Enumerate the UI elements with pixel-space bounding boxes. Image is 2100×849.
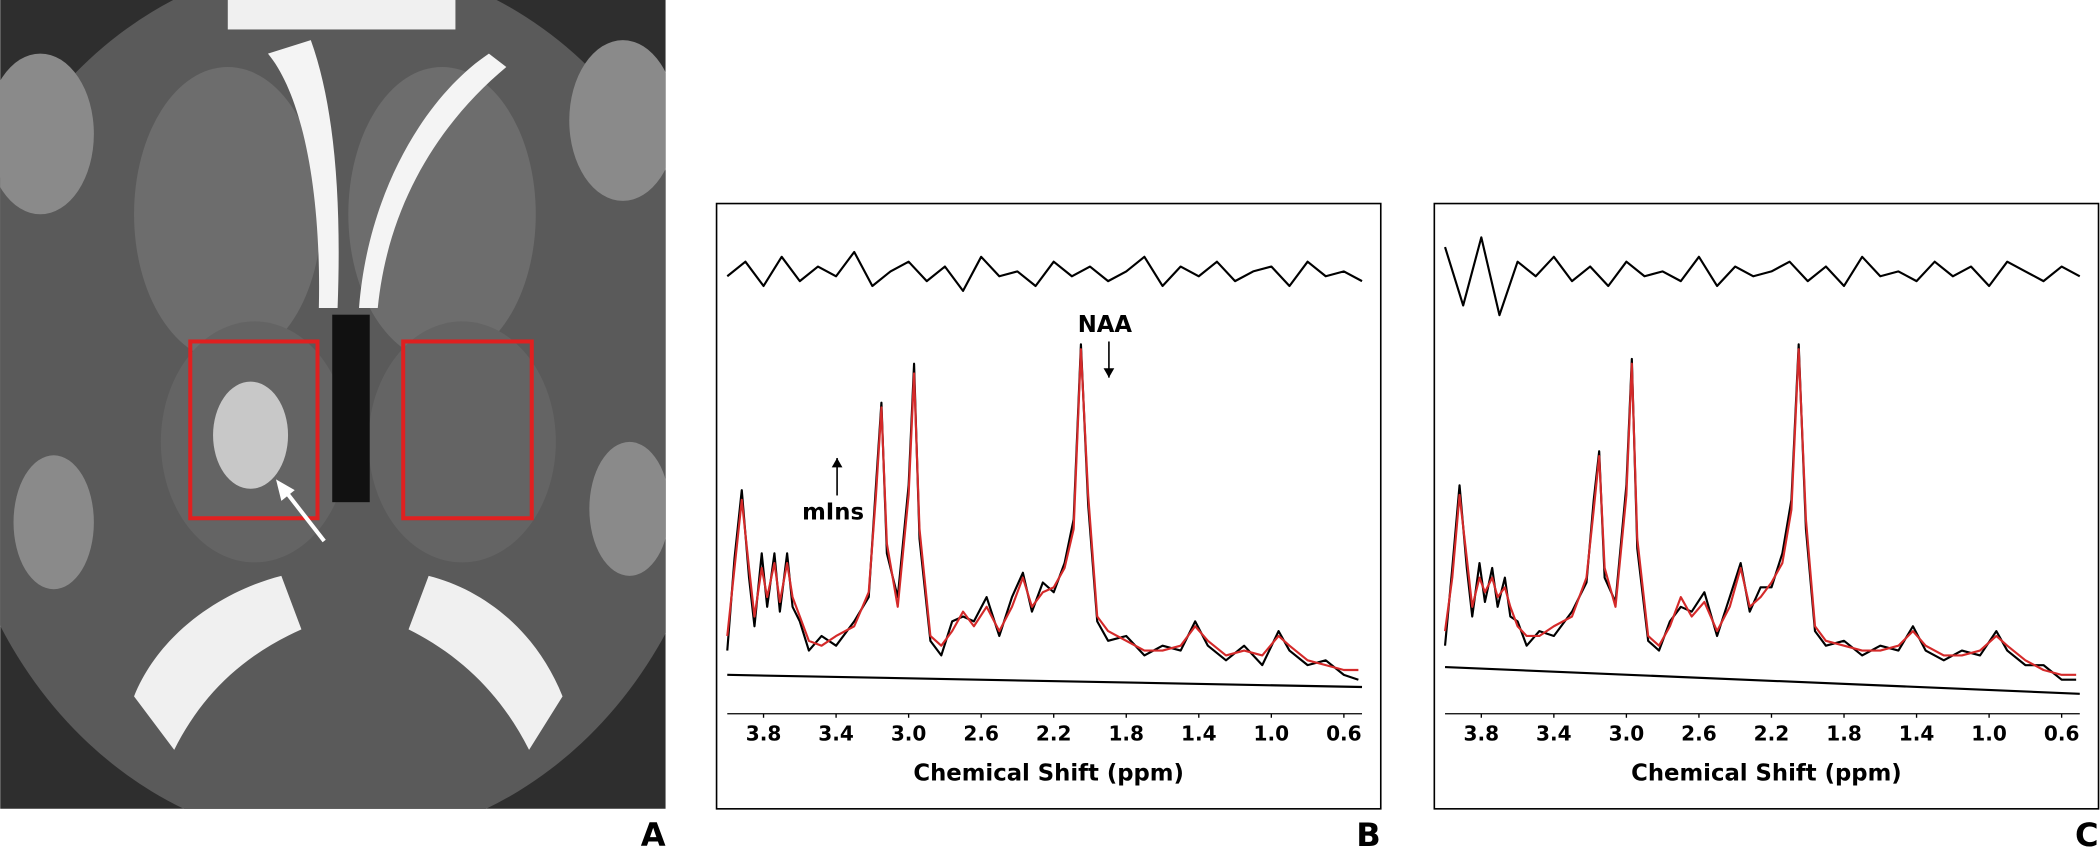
roi-box-left: [188, 339, 320, 521]
posterior-horn-right: [408, 575, 563, 750]
spectrum-line: [1444, 236, 2081, 317]
posterior-horn-left: [134, 575, 302, 750]
x-axis-label: Chemical Shift (ppm): [913, 761, 1184, 787]
x-tick-label: 2.6: [1681, 722, 1717, 746]
x-tick-label: 1.0: [1254, 722, 1290, 746]
x-tick-label: 1.8: [1826, 722, 1862, 746]
annotation: NAA: [1078, 312, 1133, 338]
corpus-callosum: [227, 0, 456, 30]
cortex-left-low: [13, 455, 94, 590]
pointer-arrow: [285, 491, 326, 543]
x-tick-label: 3.8: [1464, 722, 1500, 746]
spectrum-line: [1443, 348, 2077, 676]
annotation: mIns: [802, 499, 864, 525]
spectrum-line: [726, 348, 1359, 672]
spectrum-line: [726, 250, 1363, 292]
plot-frame: [1433, 202, 2100, 810]
ventricle-left: [267, 40, 339, 308]
spectrum-chart: 3.8 3.4 3.0 2.6 2.2 1.8 1.4 1.0 0.6 Chemical Shif…: [1433, 202, 2100, 849]
x-tick-label: 1.0: [1971, 722, 2007, 746]
third-ventricle: [332, 314, 370, 503]
spectrum-line: [1444, 666, 2080, 695]
lesion: [213, 381, 289, 489]
cortex-right: [569, 40, 666, 201]
x-tick-label: 1.4: [1181, 722, 1217, 746]
x-tick-label: 3.0: [891, 722, 927, 746]
x-tick-label: 3.0: [1609, 722, 1645, 746]
annotation-arrow-head: [831, 457, 843, 468]
cortex-left: [0, 53, 94, 215]
x-tick-label: 3.4: [1536, 722, 1572, 746]
pointer-arrow-head: [275, 479, 295, 501]
panel-label: A: [641, 816, 666, 849]
panel-label: C: [2075, 816, 2099, 849]
x-tick-label: 1.8: [1108, 722, 1144, 746]
mri-image: A: [0, 0, 666, 849]
cortex-right-low: [589, 441, 666, 576]
x-tick-label: 2.2: [1754, 722, 1790, 746]
x-tick-label: 3.4: [818, 722, 854, 746]
x-tick-label: 2.6: [963, 722, 999, 746]
x-tick-label: 1.4: [1899, 722, 1935, 746]
x-tick-label: 0.6: [1326, 722, 1362, 746]
x-axis-label: Chemical Shift (ppm): [1631, 761, 1902, 787]
roi-box-right: [401, 339, 534, 521]
plot-frame: [715, 202, 1382, 810]
thalamus-right: [368, 321, 556, 563]
panel-label: B: [1356, 816, 1381, 849]
x-tick-label: 0.6: [2044, 722, 2080, 746]
ventricle-right: [359, 53, 507, 308]
spectrum-line: [727, 673, 1363, 689]
caudate-left: [134, 66, 322, 362]
caudate-right: [348, 66, 536, 362]
annotation-arrow-head: [1103, 368, 1115, 378]
spectrum-chart: 3.8 3.4 3.0 2.6 2.2 1.8 1.4 1.0 0.6 Chemical Shif…: [715, 202, 1382, 849]
x-tick-label: 3.8: [746, 722, 782, 746]
x-tick-label: 2.2: [1036, 722, 1072, 746]
